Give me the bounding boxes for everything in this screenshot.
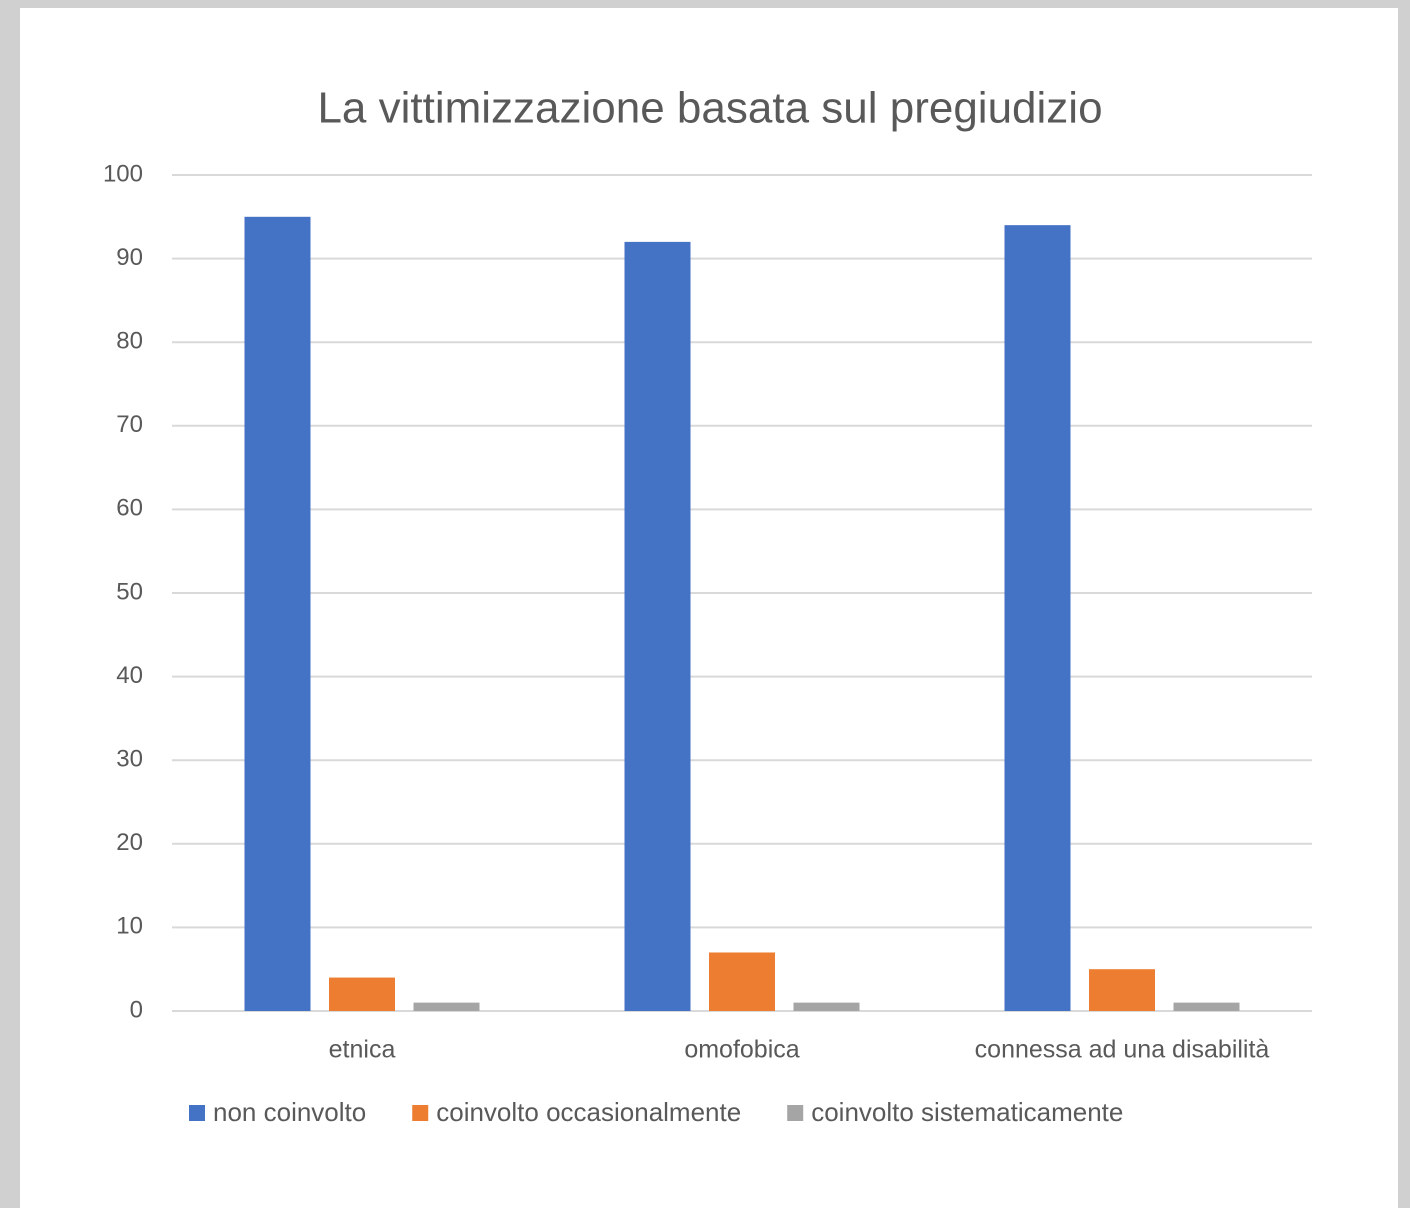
chart-title: La vittimizzazione basata sul pregiudizi… [317,84,1102,133]
legend-label: coinvolto sistematicamente [811,1097,1123,1127]
y-tick-label: 0 [130,996,143,1023]
legend-swatch [787,1105,804,1121]
y-tick-label: 20 [116,829,143,856]
x-tick-label: omofobica [684,1036,799,1064]
legend-swatch [412,1105,429,1121]
y-tick-label: 100 [103,160,143,187]
bar [1173,1002,1240,1011]
x-tick-label: etnica [329,1036,396,1064]
y-tick-label: 10 [116,913,143,940]
y-tick-label: 70 [116,411,143,438]
y-tick-label: 90 [116,244,143,271]
bar [793,1002,860,1011]
bar [413,1002,480,1011]
x-tick-label: connessa ad una disabilità [975,1036,1270,1064]
bar [1004,225,1071,1011]
legend-label: non coinvolto [213,1097,366,1127]
chart-panel [20,8,1398,1208]
y-tick-label: 50 [116,578,143,605]
legend-swatch [189,1105,205,1121]
y-tick-label: 80 [116,328,143,355]
bar [1089,969,1155,1011]
y-tick-label: 30 [116,746,143,773]
bar [709,952,775,1011]
bar [329,977,395,1011]
bar [624,241,691,1011]
legend-label: coinvolto occasionalmente [436,1097,741,1127]
bar [244,216,311,1012]
y-tick-label: 40 [116,662,143,689]
y-tick-label: 60 [116,495,143,522]
